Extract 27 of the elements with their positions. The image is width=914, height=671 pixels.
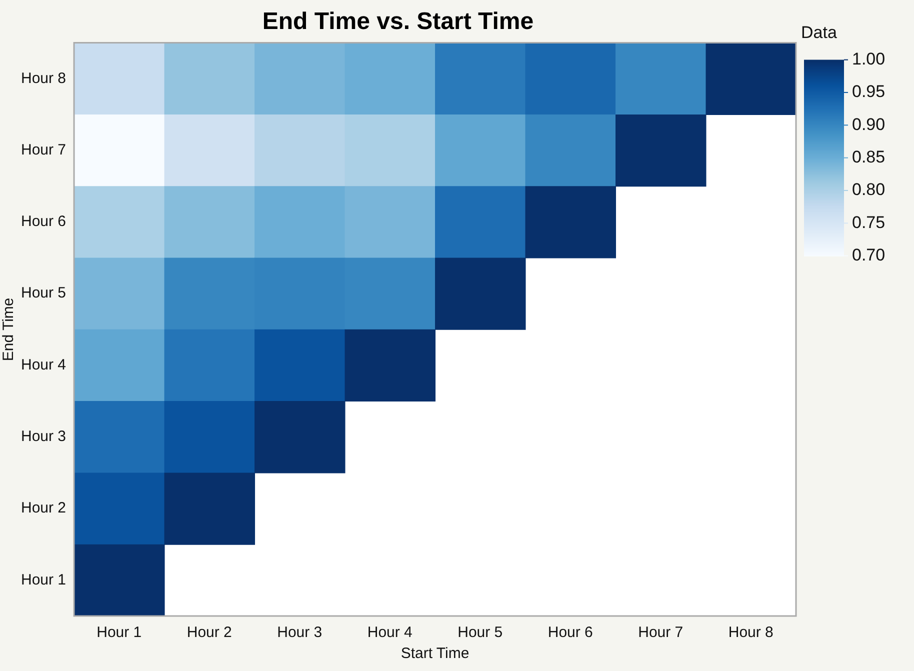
x-tick-label: Hour 2 bbox=[186, 624, 232, 642]
y-axis-title: End Time bbox=[0, 298, 18, 362]
y-tick-label: Hour 5 bbox=[20, 284, 66, 302]
x-tick-label: Hour 3 bbox=[277, 624, 322, 642]
y-tick-label: Hour 2 bbox=[20, 500, 66, 517]
y-tick-label: Hour 8 bbox=[20, 70, 66, 87]
chart-title: End Time vs. Start Time bbox=[262, 8, 534, 36]
y-tick-label: Hour 4 bbox=[20, 356, 66, 374]
color-bar-label: 0.85 bbox=[852, 147, 886, 166]
x-tick-label: Hour 7 bbox=[638, 624, 684, 642]
x-tick-label: Hour 1 bbox=[96, 624, 142, 642]
x-axis-title: Start Time bbox=[400, 645, 470, 662]
x-tick-label: Hour 6 bbox=[548, 624, 593, 642]
y-tick-label: Hour 3 bbox=[20, 428, 66, 446]
x-tick-label: Hour 4 bbox=[367, 624, 412, 642]
color-bar-label: 0.75 bbox=[852, 212, 886, 232]
x-tick-label: Hour 8 bbox=[728, 624, 774, 642]
y-tick-label: Hour 1 bbox=[20, 571, 66, 588]
y-tick-label: Hour 7 bbox=[20, 141, 66, 158]
color-bar-title: Data bbox=[801, 22, 838, 42]
y-tick-label: Hour 6 bbox=[20, 213, 66, 230]
color-bar-label: 1.00 bbox=[852, 49, 886, 68]
color-bar-label: 0.70 bbox=[852, 245, 886, 264]
color-bar-label: 0.90 bbox=[852, 114, 886, 134]
color-bar-label: 0.80 bbox=[852, 180, 886, 200]
x-tick-label: Hour 5 bbox=[458, 624, 503, 642]
color-bar-label: 0.95 bbox=[852, 82, 886, 102]
